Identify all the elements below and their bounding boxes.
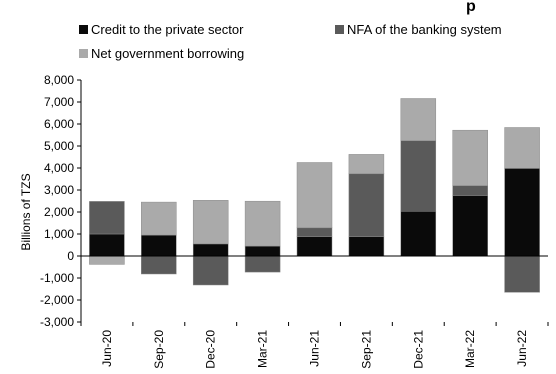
bar-credit-jun-22: [504, 168, 540, 257]
x-tick-label: Sep-21: [359, 330, 373, 369]
bar-credit-dec-21: [400, 211, 437, 257]
x-tick-label: Dec-21: [411, 330, 425, 369]
x-tick-label: Mar-21: [256, 330, 270, 368]
bar-net-gov-dec-21: [400, 98, 437, 141]
bar-credit-mar-22: [452, 195, 488, 257]
bar-nfa-jun-21: [296, 227, 333, 237]
x-tick-label: Jun-21: [308, 330, 322, 367]
bar-nfa-dec-21: [400, 140, 437, 212]
bars-layer: [89, 98, 540, 293]
y-axis-title: Billions of TZS: [19, 173, 33, 250]
legend-swatch-net-gov: [79, 49, 88, 58]
y-tick-label: 6,000: [44, 117, 74, 131]
y-tick-label: 7,000: [44, 95, 74, 109]
bar-credit-sep-20: [141, 234, 177, 257]
axes-layer: 8,000 7,000 6,000 5,000 4,000 3,000 2,000 1,000…: [40, 73, 549, 369]
y-tick-label: 0: [67, 249, 74, 263]
bar-nfa-dec-20: [192, 255, 229, 286]
y-tick-label: 8,000: [44, 73, 74, 87]
bar-nfa-jun-20: [89, 201, 125, 235]
y-tick-label: 5,000: [44, 139, 74, 153]
bar-net-gov-sep-20: [141, 201, 177, 236]
y-tick-label: 2,000: [44, 205, 74, 219]
bar-nfa-sep-20: [141, 255, 177, 275]
bar-nfa-sep-21: [348, 173, 385, 237]
y-tick-label: -1,000: [40, 271, 74, 285]
x-tick-label: Jun-20: [100, 330, 114, 367]
header-title-fragment: p: [466, 0, 476, 15]
bar-nfa-mar-21: [244, 255, 281, 273]
x-tick-label: Mar-22: [463, 330, 477, 368]
legend-swatch-credit: [79, 25, 88, 34]
y-tick-label: -2,000: [40, 293, 74, 307]
bar-net-gov-jun-21: [296, 162, 333, 229]
bar-net-gov-jun-22: [504, 127, 540, 169]
y-tick-label: 4,000: [44, 161, 74, 175]
bar-net-gov-jun-20: [89, 255, 125, 265]
x-tick-label: Jun-22: [515, 330, 529, 367]
legend-label-credit: Credit to the private sector: [91, 22, 244, 37]
bar-net-gov-sep-21: [348, 154, 385, 175]
y-tick-label: -3,000: [40, 315, 74, 329]
legend-label-net-gov: Net government borrowing: [91, 46, 244, 61]
bar-credit-mar-21: [244, 245, 281, 257]
bar-net-gov-mar-21: [244, 200, 281, 247]
legend: Credit to the private sector NFA of the …: [79, 22, 502, 61]
x-tick-label: Dec-20: [204, 330, 218, 369]
bar-credit-jun-21: [296, 236, 333, 257]
bar-net-gov-mar-22: [452, 129, 488, 186]
bar-net-gov-dec-20: [192, 200, 229, 245]
bar-credit-jun-20: [89, 233, 125, 257]
bar-credit-sep-21: [348, 236, 385, 257]
legend-label-nfa: NFA of the banking system: [347, 22, 502, 37]
bar-nfa-jun-22: [504, 255, 540, 293]
y-tick-label: 1,000: [44, 227, 74, 241]
legend-swatch-nfa: [335, 25, 344, 34]
bar-credit-dec-20: [192, 243, 229, 257]
y-tick-label: 3,000: [44, 183, 74, 197]
bar-nfa-mar-22: [452, 185, 488, 196]
x-tick-label: Sep-20: [152, 330, 166, 369]
